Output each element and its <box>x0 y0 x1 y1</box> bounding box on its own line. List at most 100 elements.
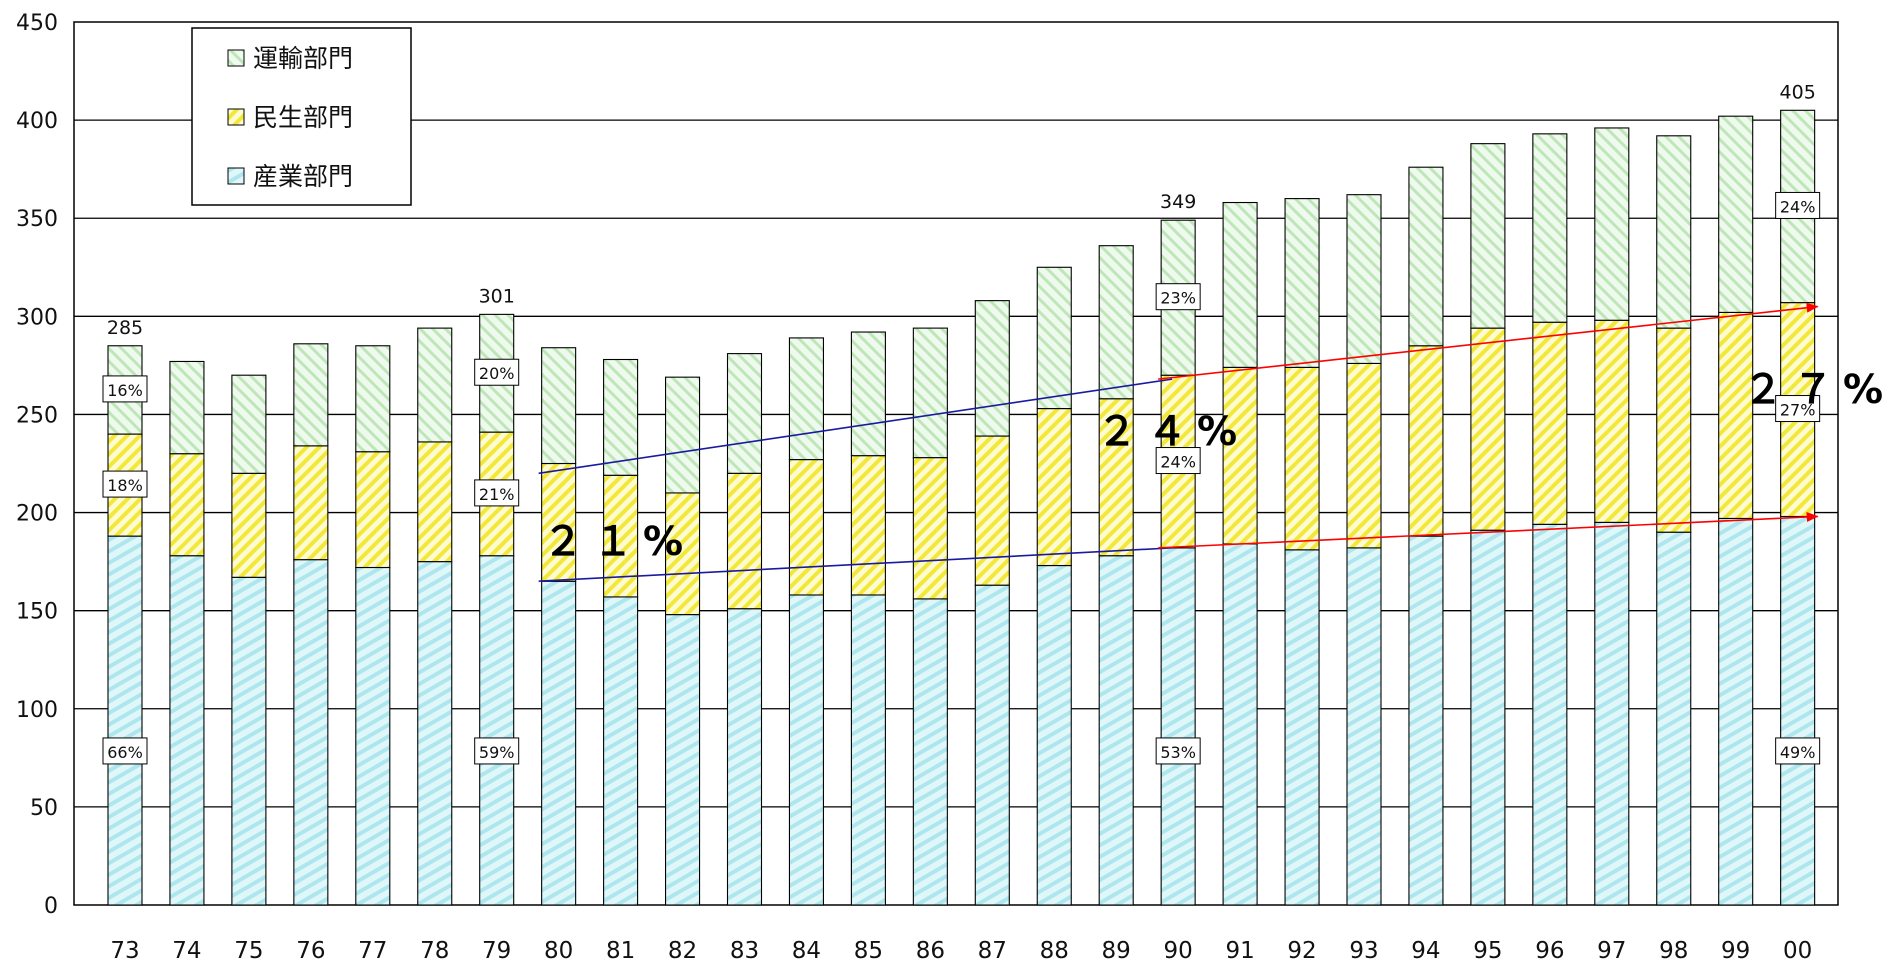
y-tick-label: 450 <box>16 11 58 36</box>
annotation-label: ２４% <box>1097 409 1247 455</box>
legend-item: 産業部門 <box>227 162 353 191</box>
bar-segment <box>169 360 205 455</box>
x-tick-label: 73 <box>110 938 139 960</box>
share-label: 18% <box>102 470 148 498</box>
annotation-label: ２１% <box>543 519 693 565</box>
bar-segment <box>107 535 143 906</box>
share-label-text: 20% <box>479 364 515 383</box>
share-label-box <box>1155 737 1201 765</box>
bar-segment <box>1408 166 1444 347</box>
bar-segment <box>1470 529 1506 906</box>
bar-segment <box>541 462 577 582</box>
bar-segment <box>974 300 1010 437</box>
share-label: 49% <box>1775 737 1821 765</box>
bar-segment <box>788 337 825 461</box>
bar-segment <box>1594 319 1630 523</box>
x-tick-label: 95 <box>1473 938 1502 960</box>
x-tick-label: 79 <box>482 938 511 960</box>
annotation-label: ２７% <box>1743 367 1883 413</box>
bar-segment <box>1470 327 1506 531</box>
share-label: 53% <box>1155 737 1201 765</box>
bar-segment <box>479 555 515 906</box>
bar-segment <box>850 331 886 457</box>
bar-segment <box>1656 135 1692 329</box>
y-tick-label: 100 <box>16 698 58 723</box>
share-label-text: 24% <box>1780 197 1816 216</box>
y-tick-label: 400 <box>16 109 58 134</box>
share-label-text: 21% <box>479 485 515 504</box>
bar-segment <box>1036 564 1072 906</box>
x-tick-label: 84 <box>792 938 821 960</box>
total-label: 301 <box>479 285 515 307</box>
x-tick-label: 75 <box>234 938 263 960</box>
bar-segment <box>1222 543 1258 906</box>
y-tick-label: 50 <box>30 796 58 821</box>
x-tick-label: 76 <box>296 938 325 960</box>
legend-label: 運輸部門 <box>253 44 353 73</box>
bar-segment <box>541 580 577 906</box>
x-tick-label: 00 <box>1783 938 1812 960</box>
legend-swatch <box>227 49 245 67</box>
bars <box>107 109 1816 906</box>
x-tick-label: 90 <box>1164 938 1193 960</box>
bar-segment <box>850 594 886 906</box>
share-label-box <box>102 470 148 498</box>
annotations: ２１% ２４% ２７% <box>543 367 1883 565</box>
bar-segment <box>231 374 267 474</box>
bar-segment <box>1594 127 1630 321</box>
x-tick-label: 96 <box>1535 938 1564 960</box>
bar-segment <box>1284 549 1320 906</box>
bar-segment <box>1036 408 1072 567</box>
bar-segment <box>231 576 267 906</box>
bar-segment <box>1718 115 1754 313</box>
bar-segment <box>1098 245 1134 400</box>
x-tick-label: 92 <box>1287 938 1316 960</box>
bar-segment <box>1408 535 1444 906</box>
y-tick-label: 300 <box>16 305 58 330</box>
bar-segment <box>1346 547 1382 906</box>
share-label-box <box>1775 395 1821 423</box>
share-label-text: 59% <box>479 743 515 762</box>
x-tick-label: 91 <box>1225 938 1254 960</box>
bar-segment <box>788 459 825 596</box>
trend-lines <box>538 302 1819 583</box>
share-label-box <box>474 737 520 765</box>
legend-swatch <box>227 108 245 126</box>
bar-segment <box>912 598 948 906</box>
bar-segment <box>1222 201 1258 368</box>
bar-segment <box>726 353 763 474</box>
legend-item: 民生部門 <box>227 103 353 132</box>
share-label: 16% <box>102 375 148 403</box>
share-label: 21% <box>474 479 520 507</box>
bar-segment <box>603 358 639 476</box>
bar-segment <box>1594 521 1630 906</box>
legend-label: 産業部門 <box>253 162 353 191</box>
bar-segment <box>1160 547 1196 906</box>
share-label-box <box>1775 191 1821 219</box>
x-tick-label: 81 <box>606 938 635 960</box>
bar-segment <box>850 455 886 596</box>
share-label-box <box>102 375 148 403</box>
x-tick-label: 86 <box>916 938 945 960</box>
bar-segment <box>664 614 701 906</box>
x-tick-label: 74 <box>172 938 201 960</box>
bar-segment <box>1284 198 1320 368</box>
bar-segment <box>417 561 453 906</box>
x-tick-label: 93 <box>1349 938 1378 960</box>
share-label-text: 53% <box>1160 743 1196 762</box>
x-tick-label: 89 <box>1102 938 1131 960</box>
total-label: 349 <box>1160 191 1196 213</box>
bar-segment <box>169 453 205 557</box>
share-label-text: 66% <box>107 743 143 762</box>
bar-segment <box>293 343 329 447</box>
bar-segment <box>169 555 205 906</box>
bar-segment <box>1036 266 1072 410</box>
data-labels: 285 301 349 405 16% 18% 66% 20% 21% 59% 23% 24% 53% 2… <box>102 81 1821 765</box>
share-label-text: 16% <box>107 381 143 400</box>
x-tick-label: 83 <box>730 938 759 960</box>
share-label: 24% <box>1155 447 1201 475</box>
bar-segment <box>1346 362 1382 549</box>
bar-segment <box>1656 531 1692 906</box>
total-label: 285 <box>107 317 143 339</box>
